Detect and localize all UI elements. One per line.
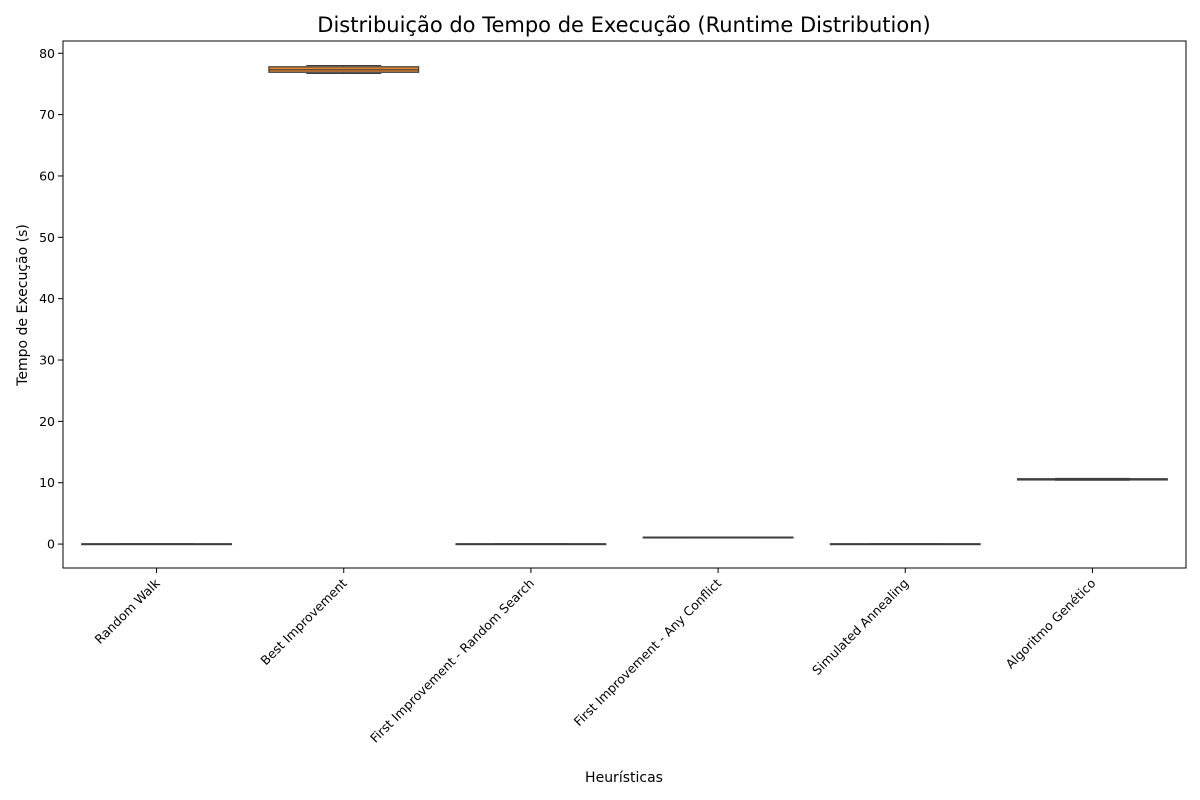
x-tick-label: First Improvement - Any Conflict	[571, 575, 725, 729]
plot-frame	[62, 40, 1187, 569]
box-5	[1016, 477, 1168, 481]
box-1	[268, 65, 420, 75]
y-tick-label: 70	[39, 107, 55, 122]
box-2	[455, 543, 607, 546]
box-0	[81, 543, 233, 546]
x-tick-label: Random Walk	[92, 575, 164, 647]
y-axis-label: Tempo de Execução (s)	[15, 224, 31, 387]
y-tick-label: 40	[39, 291, 55, 306]
box-4	[829, 543, 981, 546]
x-tick-label: Simulated Annealing	[809, 576, 911, 678]
y-tick-label: 30	[39, 353, 55, 368]
x-tick-label: First Improvement - Random Search	[367, 576, 537, 746]
x-axis-label: Heurísticas	[585, 770, 663, 786]
y-tick-label: 10	[39, 475, 55, 490]
chart-title: Distribuição do Tempo de Execução (Runti…	[317, 13, 930, 37]
y-tick-label: 50	[39, 230, 55, 245]
y-tick-label: 80	[39, 46, 55, 61]
y-tick-label: 60	[39, 168, 55, 183]
y-tick-label: 0	[47, 537, 55, 552]
x-tick-label: Algoritmo Genético	[1003, 576, 1099, 672]
boxes-layer	[81, 65, 1168, 546]
y-axis: 0 10 20 30 40 50 60 70 80	[39, 46, 63, 552]
box-3	[642, 536, 794, 539]
x-axis: Random Walk Best Improvement First Improve…	[92, 568, 1099, 746]
x-tick-label: Best Improvement	[257, 575, 350, 668]
y-tick-label: 20	[39, 414, 55, 429]
